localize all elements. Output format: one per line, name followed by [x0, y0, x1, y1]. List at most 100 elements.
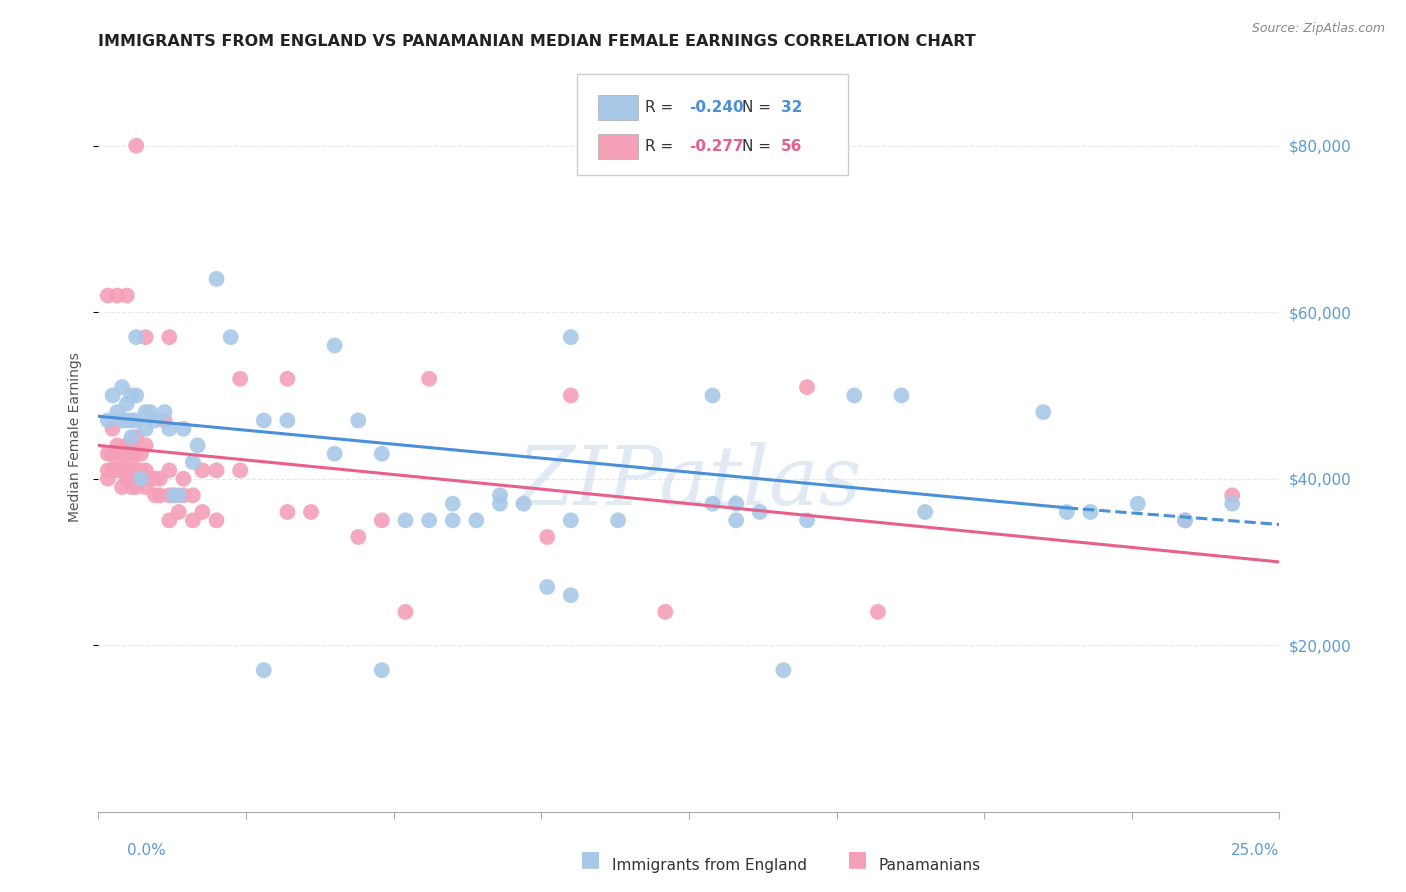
Point — [172, 488, 194, 502]
Text: ZIPatlas: ZIPatlas — [516, 442, 862, 522]
Point — [121, 455, 143, 469]
Text: 56: 56 — [782, 139, 803, 153]
Point — [253, 663, 276, 677]
Point — [1174, 513, 1197, 527]
Point — [135, 422, 157, 436]
Point — [796, 513, 818, 527]
Text: R =: R = — [645, 100, 673, 115]
Point — [111, 447, 134, 461]
Point — [191, 463, 214, 477]
Point — [441, 513, 464, 527]
Point — [323, 447, 346, 461]
Point — [153, 405, 176, 419]
Point — [219, 330, 242, 344]
Text: 32: 32 — [782, 100, 803, 115]
Point — [253, 413, 276, 427]
Text: -0.240: -0.240 — [689, 100, 744, 115]
Point — [1032, 405, 1054, 419]
Point — [115, 447, 138, 461]
Text: Panamanians: Panamanians — [879, 858, 981, 872]
Point — [347, 413, 370, 427]
Point — [1080, 505, 1102, 519]
Point — [135, 438, 157, 452]
Point — [181, 455, 204, 469]
Point — [157, 513, 180, 527]
Point — [371, 513, 394, 527]
Point — [105, 455, 128, 469]
Point — [105, 405, 128, 419]
Point — [111, 480, 134, 494]
FancyBboxPatch shape — [598, 134, 638, 159]
Point — [276, 413, 298, 427]
Point — [143, 413, 166, 427]
Point — [121, 413, 143, 427]
Point — [121, 472, 143, 486]
Text: Immigrants from England: Immigrants from England — [612, 858, 807, 872]
Point — [105, 438, 128, 452]
Point — [115, 288, 138, 302]
Point — [560, 588, 582, 602]
Point — [97, 463, 120, 477]
Point — [394, 605, 416, 619]
Text: 25.0%: 25.0% — [1232, 843, 1279, 858]
Point — [115, 463, 138, 477]
Point — [153, 413, 176, 427]
Point — [111, 463, 134, 477]
Point — [121, 480, 143, 494]
Point — [560, 388, 582, 402]
FancyBboxPatch shape — [576, 74, 848, 175]
Point — [143, 472, 166, 486]
Point — [172, 472, 194, 486]
Point — [702, 497, 724, 511]
Point — [725, 513, 748, 527]
Point — [172, 422, 194, 436]
Point — [135, 480, 157, 494]
Point — [489, 488, 512, 502]
Point — [536, 530, 558, 544]
Point — [772, 663, 794, 677]
Point — [890, 388, 912, 402]
Point — [111, 413, 134, 427]
Point — [560, 330, 582, 344]
Point — [371, 663, 394, 677]
Point — [229, 463, 252, 477]
Point — [607, 513, 630, 527]
Point — [187, 438, 209, 452]
Point — [1126, 497, 1149, 511]
Point — [125, 330, 148, 344]
Point — [347, 530, 370, 544]
Point — [149, 472, 172, 486]
Point — [157, 422, 180, 436]
Point — [163, 488, 186, 502]
Text: 0.0%: 0.0% — [127, 843, 166, 858]
Text: ■: ■ — [848, 849, 868, 869]
Point — [914, 505, 936, 519]
Point — [129, 472, 152, 486]
Point — [101, 422, 124, 436]
Point — [299, 505, 322, 519]
Point — [748, 505, 770, 519]
Point — [560, 513, 582, 527]
Point — [418, 372, 440, 386]
Point — [157, 488, 180, 502]
Point — [489, 497, 512, 511]
Text: ■: ■ — [581, 849, 600, 869]
Point — [866, 605, 889, 619]
Point — [97, 472, 120, 486]
Point — [205, 463, 228, 477]
Point — [105, 463, 128, 477]
Point — [191, 505, 214, 519]
Point — [149, 488, 172, 502]
Point — [115, 472, 138, 486]
Point — [97, 413, 120, 427]
Point — [725, 497, 748, 511]
Point — [125, 480, 148, 494]
Point — [1174, 513, 1197, 527]
Point — [1220, 488, 1243, 502]
Point — [115, 397, 138, 411]
Point — [129, 463, 152, 477]
Point — [129, 447, 152, 461]
Point — [654, 605, 676, 619]
Point — [101, 447, 124, 461]
Point — [125, 413, 148, 427]
